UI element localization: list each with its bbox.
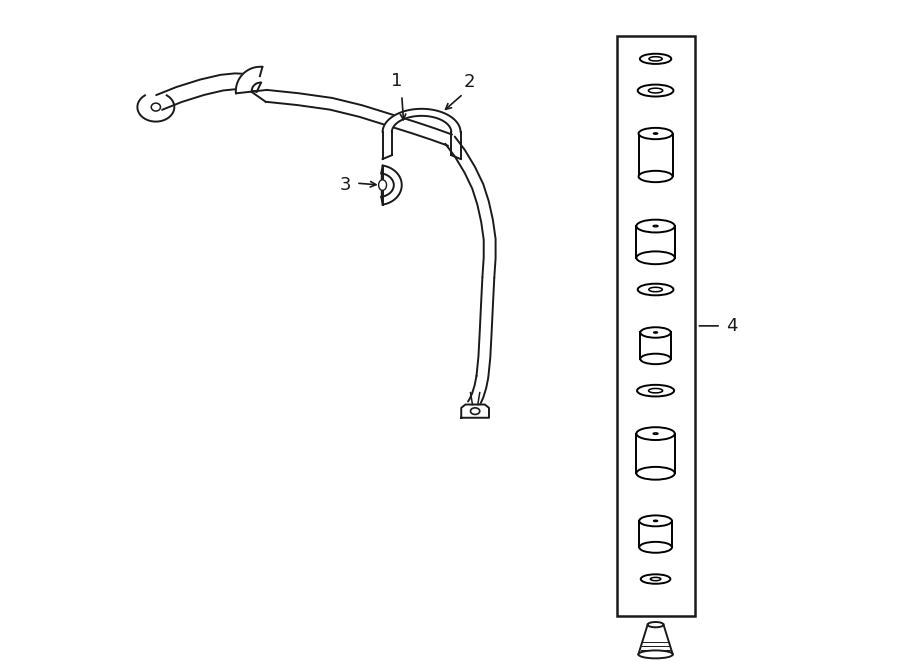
Ellipse shape [648,88,662,93]
Ellipse shape [639,542,672,553]
Ellipse shape [639,171,672,182]
Ellipse shape [648,622,663,627]
Ellipse shape [641,574,670,584]
Ellipse shape [649,288,662,292]
Ellipse shape [640,354,670,364]
Polygon shape [461,405,489,418]
Ellipse shape [379,180,386,190]
Polygon shape [382,165,401,205]
Ellipse shape [637,385,674,397]
Ellipse shape [638,284,673,295]
Ellipse shape [638,650,673,658]
Ellipse shape [649,389,662,393]
Ellipse shape [636,467,675,480]
Text: 3: 3 [340,176,351,194]
Ellipse shape [640,54,671,64]
Ellipse shape [649,57,662,61]
Ellipse shape [639,128,672,139]
Polygon shape [236,67,263,93]
Polygon shape [382,109,461,132]
Ellipse shape [151,103,160,111]
Ellipse shape [638,85,673,97]
Ellipse shape [653,225,658,227]
Ellipse shape [636,219,675,233]
Ellipse shape [639,516,672,526]
Polygon shape [138,95,175,122]
Ellipse shape [640,327,670,338]
Bar [616,36,695,616]
Ellipse shape [653,520,658,522]
Text: 2: 2 [464,73,475,91]
Ellipse shape [636,427,675,440]
Text: 1: 1 [392,72,403,90]
Ellipse shape [471,408,480,414]
Ellipse shape [651,577,661,581]
Ellipse shape [653,332,658,333]
Ellipse shape [653,133,658,134]
Ellipse shape [653,433,658,434]
Ellipse shape [636,251,675,264]
Text: 4: 4 [726,317,738,335]
